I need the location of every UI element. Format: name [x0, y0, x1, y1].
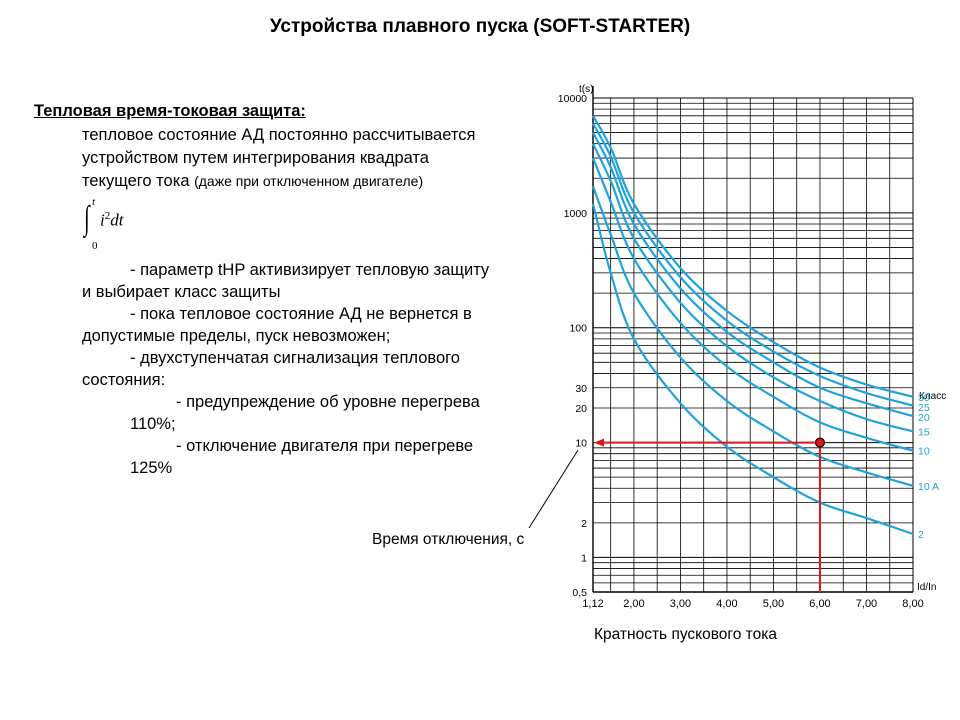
x-tick-label: 3,00 [670, 598, 691, 610]
integrand-power: 2 [104, 210, 111, 222]
text-line: 125% [130, 459, 173, 477]
legend-label: 20 [918, 412, 930, 424]
differential: dt [110, 210, 124, 230]
integral-formula: t ∫ i2dt 0 [84, 196, 154, 256]
legend-label: 10 [918, 446, 930, 458]
legend-label: 25 [918, 402, 930, 414]
text-span: текущего тока [82, 172, 190, 190]
trip-curve-class-10 [591, 157, 914, 452]
slide-title: Устройства плавного пуска (SOFT-STARTER) [269, 16, 691, 37]
section-heading: Тепловая время-токовая защита: [34, 102, 306, 120]
y-tick-label: 100 [569, 323, 587, 335]
text-span-note: (даже при отключенном двигателе) [194, 173, 424, 189]
x-tick-label: 8,00 [902, 598, 923, 610]
legend-label: 10 A [918, 481, 939, 493]
legend-label: 2 [918, 529, 924, 541]
integrand: i [100, 210, 105, 230]
text-line: устройством путем интегрирования квадрат… [82, 149, 429, 167]
text-line: тепловое состояние АД постоянно рассчиты… [82, 126, 476, 144]
x-tick-label: 7,00 [856, 598, 877, 610]
x-tick-label: 1,12 [582, 598, 603, 610]
trip-curve-class-25 [592, 122, 914, 407]
trip-curve-class-15 [592, 143, 914, 433]
x-tick-label: 5,00 [763, 598, 784, 610]
highlight-point [814, 437, 826, 448]
y-tick-label: 10 [575, 438, 587, 450]
integral-sign-icon: ∫ [84, 200, 90, 237]
callout-leader-line [528, 449, 579, 529]
integral-expression: i2dt [100, 210, 123, 231]
x-axis-caption: Кратность пускового тока [594, 626, 777, 643]
y-tick-label: 1 [581, 552, 587, 564]
x-tick-label: 4,00 [716, 598, 737, 610]
trip-curve-class-20 [592, 132, 914, 418]
trip-curve-class-10-a [591, 186, 914, 487]
text-line: - предупреждение об уровне перегрева [176, 393, 480, 411]
integral-lower-limit: 0 [92, 240, 98, 252]
x-tick-label: 2,00 [623, 598, 644, 610]
x-axis-unit: Id/In [917, 582, 936, 593]
text-line: - параметр tHP активизирует тепловую защ… [130, 261, 490, 279]
text-line: - отключение двигателя при перегреве [176, 437, 474, 455]
y-tick-label: 0,5 [572, 587, 587, 599]
legend-label: 30 [918, 392, 930, 404]
text-line: состояния: [82, 371, 166, 389]
text-line: - двухступенчатая сигнализация теплового [130, 349, 460, 367]
legend-label: 15 [918, 426, 930, 438]
y-tick-label: 10000 [558, 93, 587, 105]
trip-curve-class-2 [591, 203, 914, 536]
text-line: текущего тока (даже при отключенном двиг… [82, 172, 423, 191]
y-tick-label: 2 [581, 518, 587, 530]
text-line: - пока тепловое состояние АД не вернется… [130, 305, 472, 323]
y-tick-label: 1000 [564, 208, 588, 220]
legend-title: Класс [919, 391, 946, 402]
integral-upper-limit: t [92, 196, 96, 208]
y-tick-label: 20 [575, 403, 587, 415]
y-tick-label: 30 [575, 383, 587, 395]
text-line: и выбирает класс защиты [82, 283, 281, 301]
highlight-arrow-icon [594, 438, 604, 447]
text-line: 110%; [130, 415, 176, 433]
callout-label: Время отключения, с [372, 531, 525, 548]
y-axis-title: t(s) [579, 84, 593, 95]
text-line: допустимые пределы, пуск невозможен; [82, 327, 391, 345]
x-tick-label: 6,00 [809, 598, 830, 610]
trip-curve-class-30 [592, 115, 914, 398]
